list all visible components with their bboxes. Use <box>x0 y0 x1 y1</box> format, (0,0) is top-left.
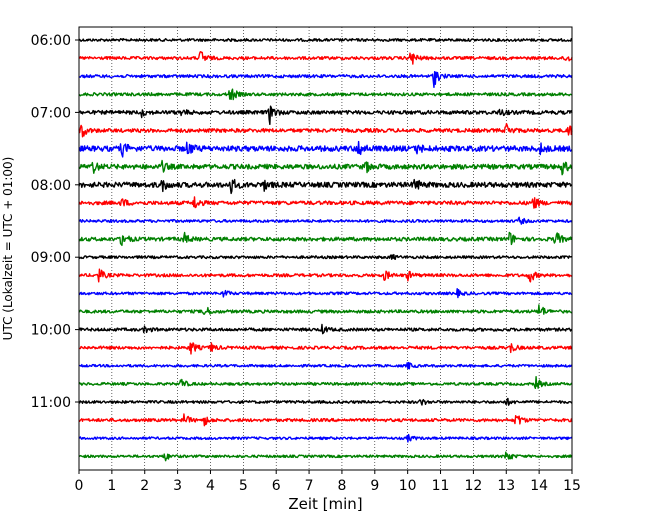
vertical-grid <box>111 27 540 470</box>
x-tick-label: 6 <box>272 478 281 494</box>
trace-0745 <box>78 159 573 176</box>
trace-0615 <box>78 50 573 65</box>
trace-0930 <box>78 287 573 299</box>
x-tick-label: 1 <box>107 478 116 494</box>
trace-1115 <box>78 413 573 427</box>
x-tick-label: 2 <box>140 478 149 494</box>
x-tick-label: 10 <box>399 478 417 494</box>
trace-1030 <box>78 361 573 370</box>
y-tick-label: 09:00 <box>31 250 71 266</box>
trace-0700 <box>78 105 573 126</box>
y-tick-label: 07:00 <box>31 105 71 121</box>
x-tick-label: 12 <box>464 478 482 494</box>
plot-frame <box>78 26 573 471</box>
trace-1000 <box>78 323 573 335</box>
trace-0630 <box>78 70 573 89</box>
x-tick-label: 3 <box>173 478 182 494</box>
trace-1015 <box>78 342 573 355</box>
trace-1045 <box>78 375 573 390</box>
trace-0830 <box>78 216 573 225</box>
trace-0715 <box>78 122 573 138</box>
trace-0815 <box>78 196 573 209</box>
trace-0915 <box>78 268 573 283</box>
x-tick-label: 14 <box>530 478 548 494</box>
x-tick-label: 0 <box>75 478 84 494</box>
trace-1100 <box>78 397 573 406</box>
x-tick-label: 4 <box>206 478 215 494</box>
y-tick-label: 10:00 <box>31 323 71 339</box>
seismogram-traces <box>78 37 573 462</box>
x-tick-label: 9 <box>370 478 379 494</box>
y-axis-label: UTC (Lokalzeit = UTC + 01:00) <box>1 157 15 341</box>
x-tick-label: 13 <box>497 478 515 494</box>
y-axis-ticks: 06:00 07:00 08:00 09:00 10:00 11:00 <box>31 33 79 411</box>
trace-1130 <box>78 433 573 443</box>
trace-0945 <box>78 304 573 315</box>
x-tick-label: 8 <box>337 478 346 494</box>
x-axis-label: Zeit [min] <box>288 495 362 513</box>
x-tick-label: 15 <box>563 478 581 494</box>
trace-1145 <box>78 451 573 462</box>
trace-0600 <box>78 37 573 43</box>
x-axis-ticks: 0 1 2 3 4 5 6 7 8 9 10 11 12 13 14 15 <box>75 470 581 494</box>
trace-0730 <box>78 140 573 158</box>
trace-0800 <box>78 178 573 195</box>
x-tick-label: 7 <box>305 478 314 494</box>
y-tick-label: 08:00 <box>31 178 71 194</box>
x-tick-label: 5 <box>239 478 248 494</box>
trace-0845 <box>78 231 573 247</box>
trace-0645 <box>78 88 573 101</box>
x-tick-label: 11 <box>432 478 450 494</box>
trace-0900 <box>78 253 573 261</box>
y-tick-label: 06:00 <box>31 33 71 49</box>
y-tick-label: 11:00 <box>31 395 71 411</box>
